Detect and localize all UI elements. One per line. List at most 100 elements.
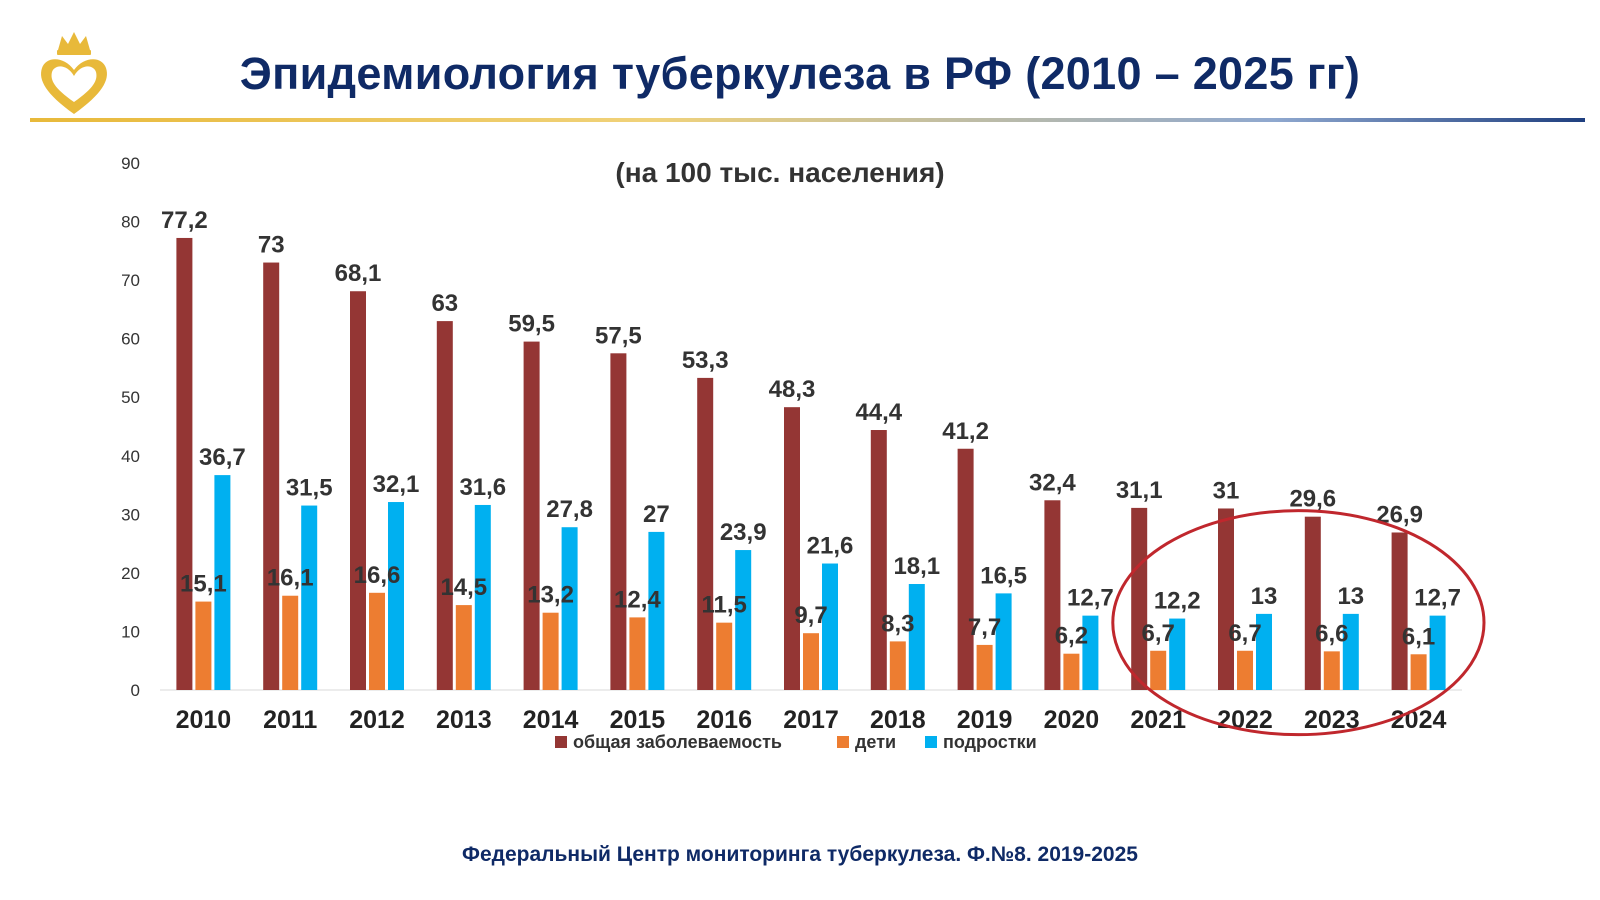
y-tick-label: 20 (121, 564, 140, 583)
data-label: 31,5 (286, 475, 333, 502)
data-label: 41,2 (942, 418, 989, 445)
x-tick-label: 2010 (176, 706, 232, 734)
slide-title: Эпидемиология туберкулеза в РФ (2010 – 2… (239, 48, 1361, 99)
chart-title: (на 100 тыс. населения) (615, 157, 944, 188)
bar-children (369, 592, 385, 690)
highlight-ellipse-shape (1111, 509, 1486, 737)
data-label: 11,5 (702, 592, 747, 619)
data-label: 77,2 (161, 207, 208, 234)
bar-children (1150, 650, 1167, 690)
x-tick-label: 2016 (696, 706, 752, 734)
x-tick-label: 2018 (870, 706, 926, 734)
bar-children (976, 644, 993, 690)
x-tick-label: 2017 (783, 706, 839, 734)
bar-children (1063, 653, 1080, 690)
data-label: 59,5 (508, 311, 555, 338)
x-tick-label: 2024 (1391, 706, 1447, 734)
legend-swatch (837, 736, 849, 748)
bar-teens (474, 504, 491, 690)
data-label: 12,7 (1414, 585, 1461, 612)
x-tick-label: 2014 (523, 706, 579, 734)
data-label: 15,1 (180, 571, 227, 598)
bar-total (263, 262, 280, 690)
data-label: 27,8 (546, 496, 593, 523)
title-divider (30, 118, 1585, 122)
data-label: 31,1 (1116, 477, 1163, 504)
bar-children (195, 601, 212, 690)
y-tick-label: 40 (121, 447, 140, 466)
data-label: 13 (1337, 583, 1364, 610)
bar-total (957, 448, 974, 690)
bar-teens (735, 550, 752, 690)
data-label: 6,6 (1315, 620, 1348, 647)
data-label: 18,1 (893, 553, 940, 580)
bar-teens (1342, 613, 1359, 690)
data-label: 12,7 (1067, 585, 1114, 612)
y-tick-label: 60 (121, 330, 140, 349)
bar-total (610, 353, 627, 690)
data-label: 21,6 (807, 533, 854, 560)
legend-label: дети (855, 732, 896, 752)
data-label: 9,7 (794, 602, 827, 629)
data-label: 44,4 (855, 399, 902, 426)
bar-children (1323, 651, 1340, 690)
x-axis: 2010 2011 2012 2013 2014 2015 2016 2017 2018 2019… (160, 689, 1462, 734)
x-tick-label: 2011 (263, 706, 317, 734)
bar-children (803, 633, 819, 690)
data-label: 36,7 (199, 444, 246, 471)
data-label: 32,4 (1029, 469, 1076, 496)
data-label: 57,5 (595, 322, 642, 349)
bar-children (889, 641, 906, 690)
data-labels: 77,2 73 68,1 63 59,5 57,5 53,3 48,3 44,4 41,2 32,4… (161, 207, 1461, 650)
legend-swatch (555, 736, 567, 748)
bar-children (1237, 650, 1253, 690)
y-tick-label: 70 (121, 271, 140, 290)
data-label: 29,6 (1289, 486, 1336, 513)
bar-total (1218, 508, 1234, 690)
bars (176, 237, 1446, 690)
y-tick-label: 90 (121, 154, 140, 173)
y-tick-label: 80 (121, 213, 140, 232)
bar-teens (1169, 618, 1186, 690)
data-label: 27 (643, 501, 670, 528)
bar-teens (1256, 613, 1272, 690)
data-label: 31,6 (459, 474, 506, 501)
data-label: 23,9 (720, 519, 767, 546)
data-label: 7,7 (968, 614, 1001, 641)
data-label: 32,1 (373, 471, 420, 498)
data-label: 13 (1251, 583, 1278, 610)
data-label: 12,2 (1154, 588, 1201, 615)
y-axis: 0 10 20 30 40 50 60 70 80 90 (121, 154, 140, 700)
bar-total (436, 321, 453, 690)
bar-children (282, 595, 299, 690)
bar-total (523, 341, 540, 690)
legend-label: общая заболеваемость (573, 732, 782, 752)
data-label: 6,7 (1142, 620, 1175, 647)
data-label: 16,6 (354, 562, 401, 589)
source-footnote: Федеральный Центр мониторинга туберкулез… (462, 843, 1138, 866)
bar-total (1304, 516, 1321, 690)
bar-teens (648, 531, 665, 690)
x-tick-label: 2020 (1044, 706, 1100, 734)
data-label: 6,1 (1402, 623, 1435, 650)
y-tick-label: 50 (121, 388, 140, 407)
bar-total (870, 430, 887, 690)
legend-swatch (925, 736, 937, 748)
x-tick-label: 2015 (610, 706, 666, 734)
x-tick-label: 2012 (349, 706, 405, 734)
bar-total (176, 237, 193, 690)
legend: общая заболеваемость дети подростки (555, 732, 1037, 752)
bar-teens (561, 527, 578, 690)
x-tick-label: 2021 (1130, 706, 1186, 734)
data-label: 6,2 (1055, 623, 1088, 650)
data-label: 53,3 (682, 347, 729, 374)
data-label: 48,3 (769, 376, 816, 403)
data-label: 14,5 (440, 574, 487, 601)
crown-heart-logo-icon (41, 32, 107, 114)
y-tick-label: 10 (121, 622, 140, 641)
data-label: 16,1 (267, 565, 314, 592)
bar-teens (301, 505, 318, 690)
bar-teens (1429, 615, 1446, 690)
bar-total (350, 291, 366, 690)
bar-children (629, 617, 646, 690)
